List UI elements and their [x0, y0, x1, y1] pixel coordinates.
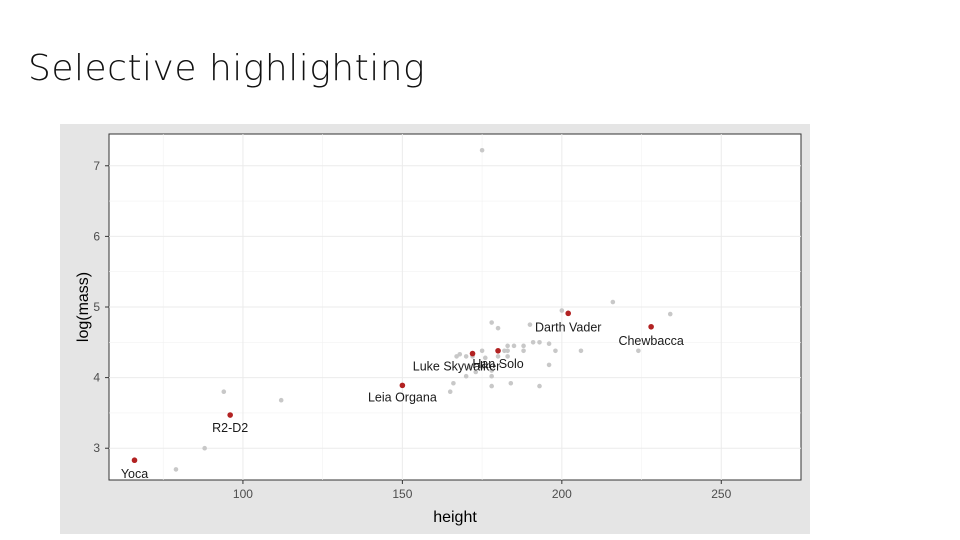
y-tick-label: 5 [93, 300, 100, 314]
background-point [527, 322, 533, 327]
background-point [221, 389, 227, 395]
background-point [479, 147, 485, 153]
background-point [521, 343, 526, 349]
point-label: Yoca [121, 467, 148, 481]
background-point [578, 348, 584, 354]
background-point [521, 348, 526, 354]
y-axis-title: log(mass) [75, 272, 92, 342]
scatter-plot: 100 150 200 250 3 4 5 6 7 Yoca R2-D2 Leia Organa Lu… [60, 124, 810, 534]
highlighted-point [648, 323, 654, 330]
background-point [546, 362, 552, 368]
grid-lines [109, 134, 801, 480]
background-point [473, 369, 479, 375]
background-point [489, 373, 494, 379]
x-tick-label: 250 [711, 487, 731, 501]
background-point [537, 383, 542, 389]
x-tick-label: 150 [392, 487, 412, 501]
background-point [479, 348, 485, 354]
point-label: Leia Organa [368, 390, 437, 404]
background-point [467, 364, 472, 370]
background-point [505, 343, 510, 349]
highlighted-point [469, 350, 476, 357]
background-point [447, 389, 453, 395]
point-label: Chewbacca [618, 334, 683, 348]
background-point [482, 355, 488, 361]
background-point [202, 445, 207, 451]
point-label: Han Solo [472, 357, 523, 371]
background-point [479, 364, 485, 370]
background-point [505, 348, 510, 354]
background-point [463, 354, 469, 359]
point-label: R2-D2 [212, 421, 248, 435]
background-point [489, 383, 494, 389]
background-point [495, 354, 501, 359]
point-label: Darth Vader [535, 320, 601, 334]
highlighted-point [565, 310, 572, 317]
background-point [553, 348, 558, 354]
y-tick-label: 7 [93, 159, 100, 173]
highlighted-point [495, 347, 501, 354]
background-point [489, 368, 494, 373]
y-tick-label: 3 [93, 441, 100, 455]
background-point [489, 320, 494, 325]
background-point [457, 352, 463, 357]
data-points [131, 147, 673, 472]
y-tick-label: 4 [93, 371, 100, 385]
x-tick-label: 200 [552, 487, 572, 501]
background-point [636, 348, 641, 354]
background-point [511, 343, 517, 349]
background-point [463, 373, 469, 379]
background-point [505, 354, 510, 359]
highlighted-point [399, 382, 406, 389]
background-point [278, 397, 284, 403]
background-point [667, 311, 673, 317]
background-point [173, 467, 179, 472]
x-axis-title: height [433, 509, 477, 526]
background-point [502, 348, 507, 354]
background-point [610, 299, 616, 305]
background-point [451, 380, 456, 386]
x-tick-label: 100 [233, 487, 253, 501]
background-point [559, 308, 565, 313]
axis-ticks: 100 150 200 250 3 4 5 6 7 [93, 159, 731, 501]
slide-title: Selective highlighting [28, 48, 426, 89]
highlighted-point [227, 412, 233, 418]
background-point [530, 340, 536, 345]
background-point [546, 341, 552, 347]
point-label: Luke Skywalker [413, 360, 501, 374]
highlighted-point [131, 457, 138, 464]
background-point [495, 325, 501, 331]
y-tick-label: 6 [93, 229, 100, 243]
background-point [537, 340, 542, 345]
background-point [508, 380, 514, 386]
